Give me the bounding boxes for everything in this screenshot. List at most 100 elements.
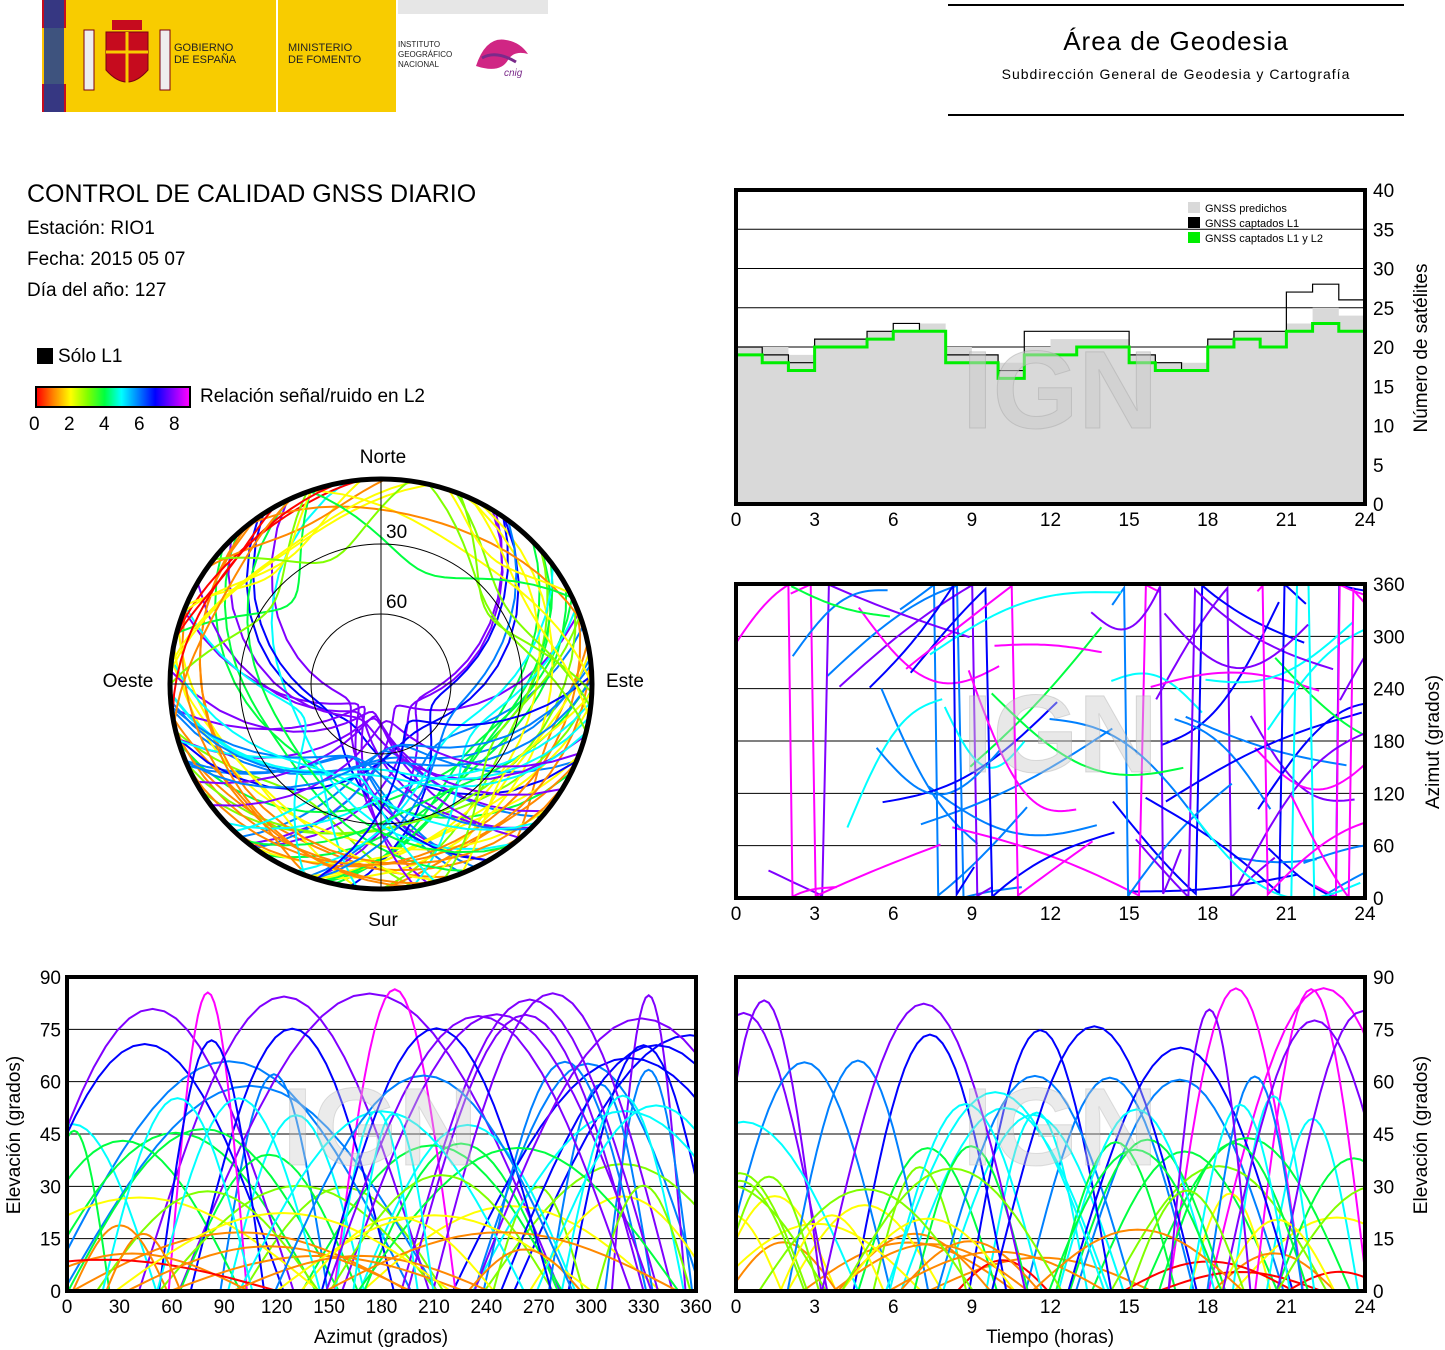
azimuth-track <box>882 701 1058 804</box>
azimuth-track <box>905 584 1094 898</box>
x-tick-label: 24 <box>1354 1297 1376 1318</box>
azimuth-track <box>1312 584 1365 898</box>
y-tick-label: 45 <box>40 1125 61 1146</box>
azimuth-time-x-ticks: 0 3 6 9 12 15 18 21 24 <box>731 904 1376 925</box>
y-tick-label: 10 <box>1373 417 1394 438</box>
azimuth-track <box>1090 585 1182 895</box>
sky-track <box>171 480 428 663</box>
x-tick-label: 0 <box>731 1297 742 1318</box>
y-tick-label: 15 <box>40 1230 61 1251</box>
y-tick-label: 15 <box>1373 1230 1394 1251</box>
elevation-track <box>1048 1148 1223 1291</box>
y-tick-label: 25 <box>1373 299 1394 320</box>
elev-time-frame <box>734 975 1367 1293</box>
elevation-track <box>857 1147 998 1291</box>
snr-tick: 2 <box>64 414 75 435</box>
sky-track <box>308 515 518 883</box>
elev-azimuth-track <box>513 1034 696 1291</box>
azimuth-track <box>1155 585 1276 898</box>
sky-track <box>226 609 582 868</box>
azimuth-track <box>768 584 970 898</box>
elev-azimuth-track <box>105 1232 182 1291</box>
elevation-track <box>802 1241 1015 1291</box>
sky-track <box>311 675 591 884</box>
elevation-track <box>821 1002 1027 1291</box>
x-tick-label: 12 <box>1040 1297 1061 1318</box>
azimuth-track <box>1111 584 1233 898</box>
elev-azimuth-track <box>114 1211 451 1291</box>
elev-azimuth-track <box>325 1014 632 1291</box>
elevation-track <box>1158 1142 1309 1291</box>
sky-track <box>171 659 591 776</box>
x-tick-label: 3 <box>809 904 820 925</box>
elev-azimuth-track <box>482 1060 648 1291</box>
snr-tick: 6 <box>134 414 145 435</box>
azimuth-track <box>1257 702 1365 810</box>
elevation-track <box>841 1167 1063 1291</box>
elev-azimuth-track <box>238 1110 525 1291</box>
elev-azimuth-track <box>358 1123 577 1291</box>
x-tick-label: 15 <box>1119 510 1140 531</box>
azimuth-track <box>846 698 943 828</box>
azimuth-track <box>1150 671 1320 692</box>
azimuth-track <box>1205 621 1354 684</box>
sky-track <box>173 488 303 722</box>
x-tick-label: 120 <box>261 1297 293 1318</box>
skyplot-chart: Norte Sur Oeste Este 30 60 <box>103 447 644 931</box>
x-tick-label: 240 <box>470 1297 502 1318</box>
sky-track <box>303 487 573 599</box>
elev-azimuth-track <box>179 1153 359 1291</box>
sky-track <box>184 606 307 881</box>
azimuth-track <box>1163 612 1309 670</box>
azimuth-track <box>909 586 1115 898</box>
compass-north: Norte <box>360 447 406 468</box>
sky-track <box>171 680 591 774</box>
x-tick-label: 18 <box>1197 1297 1218 1318</box>
y-tick-label: 180 <box>1373 732 1405 753</box>
x-tick-label: 90 <box>214 1297 235 1318</box>
elev-time-x-ticks: 0 3 6 9 12 15 18 21 24 <box>731 1297 1376 1318</box>
watermark: IGN <box>962 1066 1158 1189</box>
coat-of-arms-icon <box>83 20 171 91</box>
azimuth-time-tracks <box>736 584 1365 898</box>
elev-azimuth-track <box>156 1097 321 1291</box>
elevation-track <box>1275 1157 1365 1291</box>
elevation-track <box>1206 1075 1304 1291</box>
snr-tick: 4 <box>99 414 110 435</box>
satcount-chart: IGN GNSS predichos GNSS captados L1 GNSS… <box>731 181 1432 531</box>
ring-label-30: 30 <box>386 522 407 543</box>
y-tick-label: 20 <box>1373 338 1394 359</box>
sky-track <box>177 512 520 791</box>
elev-azimuth-xlabel: Azimut (grados) <box>314 1327 448 1348</box>
ign-line2: GEOGRÁFICO <box>398 50 453 59</box>
azimuth-track <box>838 584 994 898</box>
legend-l1: GNSS captados L1 <box>1205 218 1299 230</box>
elevation-track <box>1057 1108 1216 1291</box>
elev-azimuth-track <box>406 1013 645 1291</box>
x-tick-label: 24 <box>1354 904 1376 925</box>
elev-azimuth-track <box>126 1245 411 1291</box>
elevation-track <box>736 1011 829 1291</box>
elevation-track <box>736 1172 809 1291</box>
azimuth-track <box>1145 584 1307 896</box>
x-tick-label: 6 <box>888 1297 899 1318</box>
y-tick-label: 5 <box>1373 456 1384 477</box>
x-tick-label: 0 <box>731 904 742 925</box>
doy-label: Día del año: 127 <box>27 280 167 301</box>
x-tick-label: 21 <box>1276 1297 1297 1318</box>
elev-azimuth-track <box>158 1039 266 1291</box>
elev-azimuth-track <box>610 994 687 1291</box>
elevation-track <box>840 1217 1016 1291</box>
sky-track <box>443 483 571 595</box>
sky-track <box>211 480 416 565</box>
elevation-track <box>1128 1189 1245 1291</box>
elevation-track <box>1158 1270 1322 1291</box>
x-tick-label: 9 <box>967 510 978 531</box>
azimuth-track <box>790 585 891 618</box>
elevation-track <box>1265 1117 1360 1291</box>
elev-azimuth-track <box>535 1104 696 1291</box>
elev-azimuth-track <box>400 998 659 1291</box>
azimuth-track <box>1254 747 1365 791</box>
skyplot-tracks <box>171 480 591 888</box>
area-title: Área de Geodesia <box>1063 26 1289 56</box>
